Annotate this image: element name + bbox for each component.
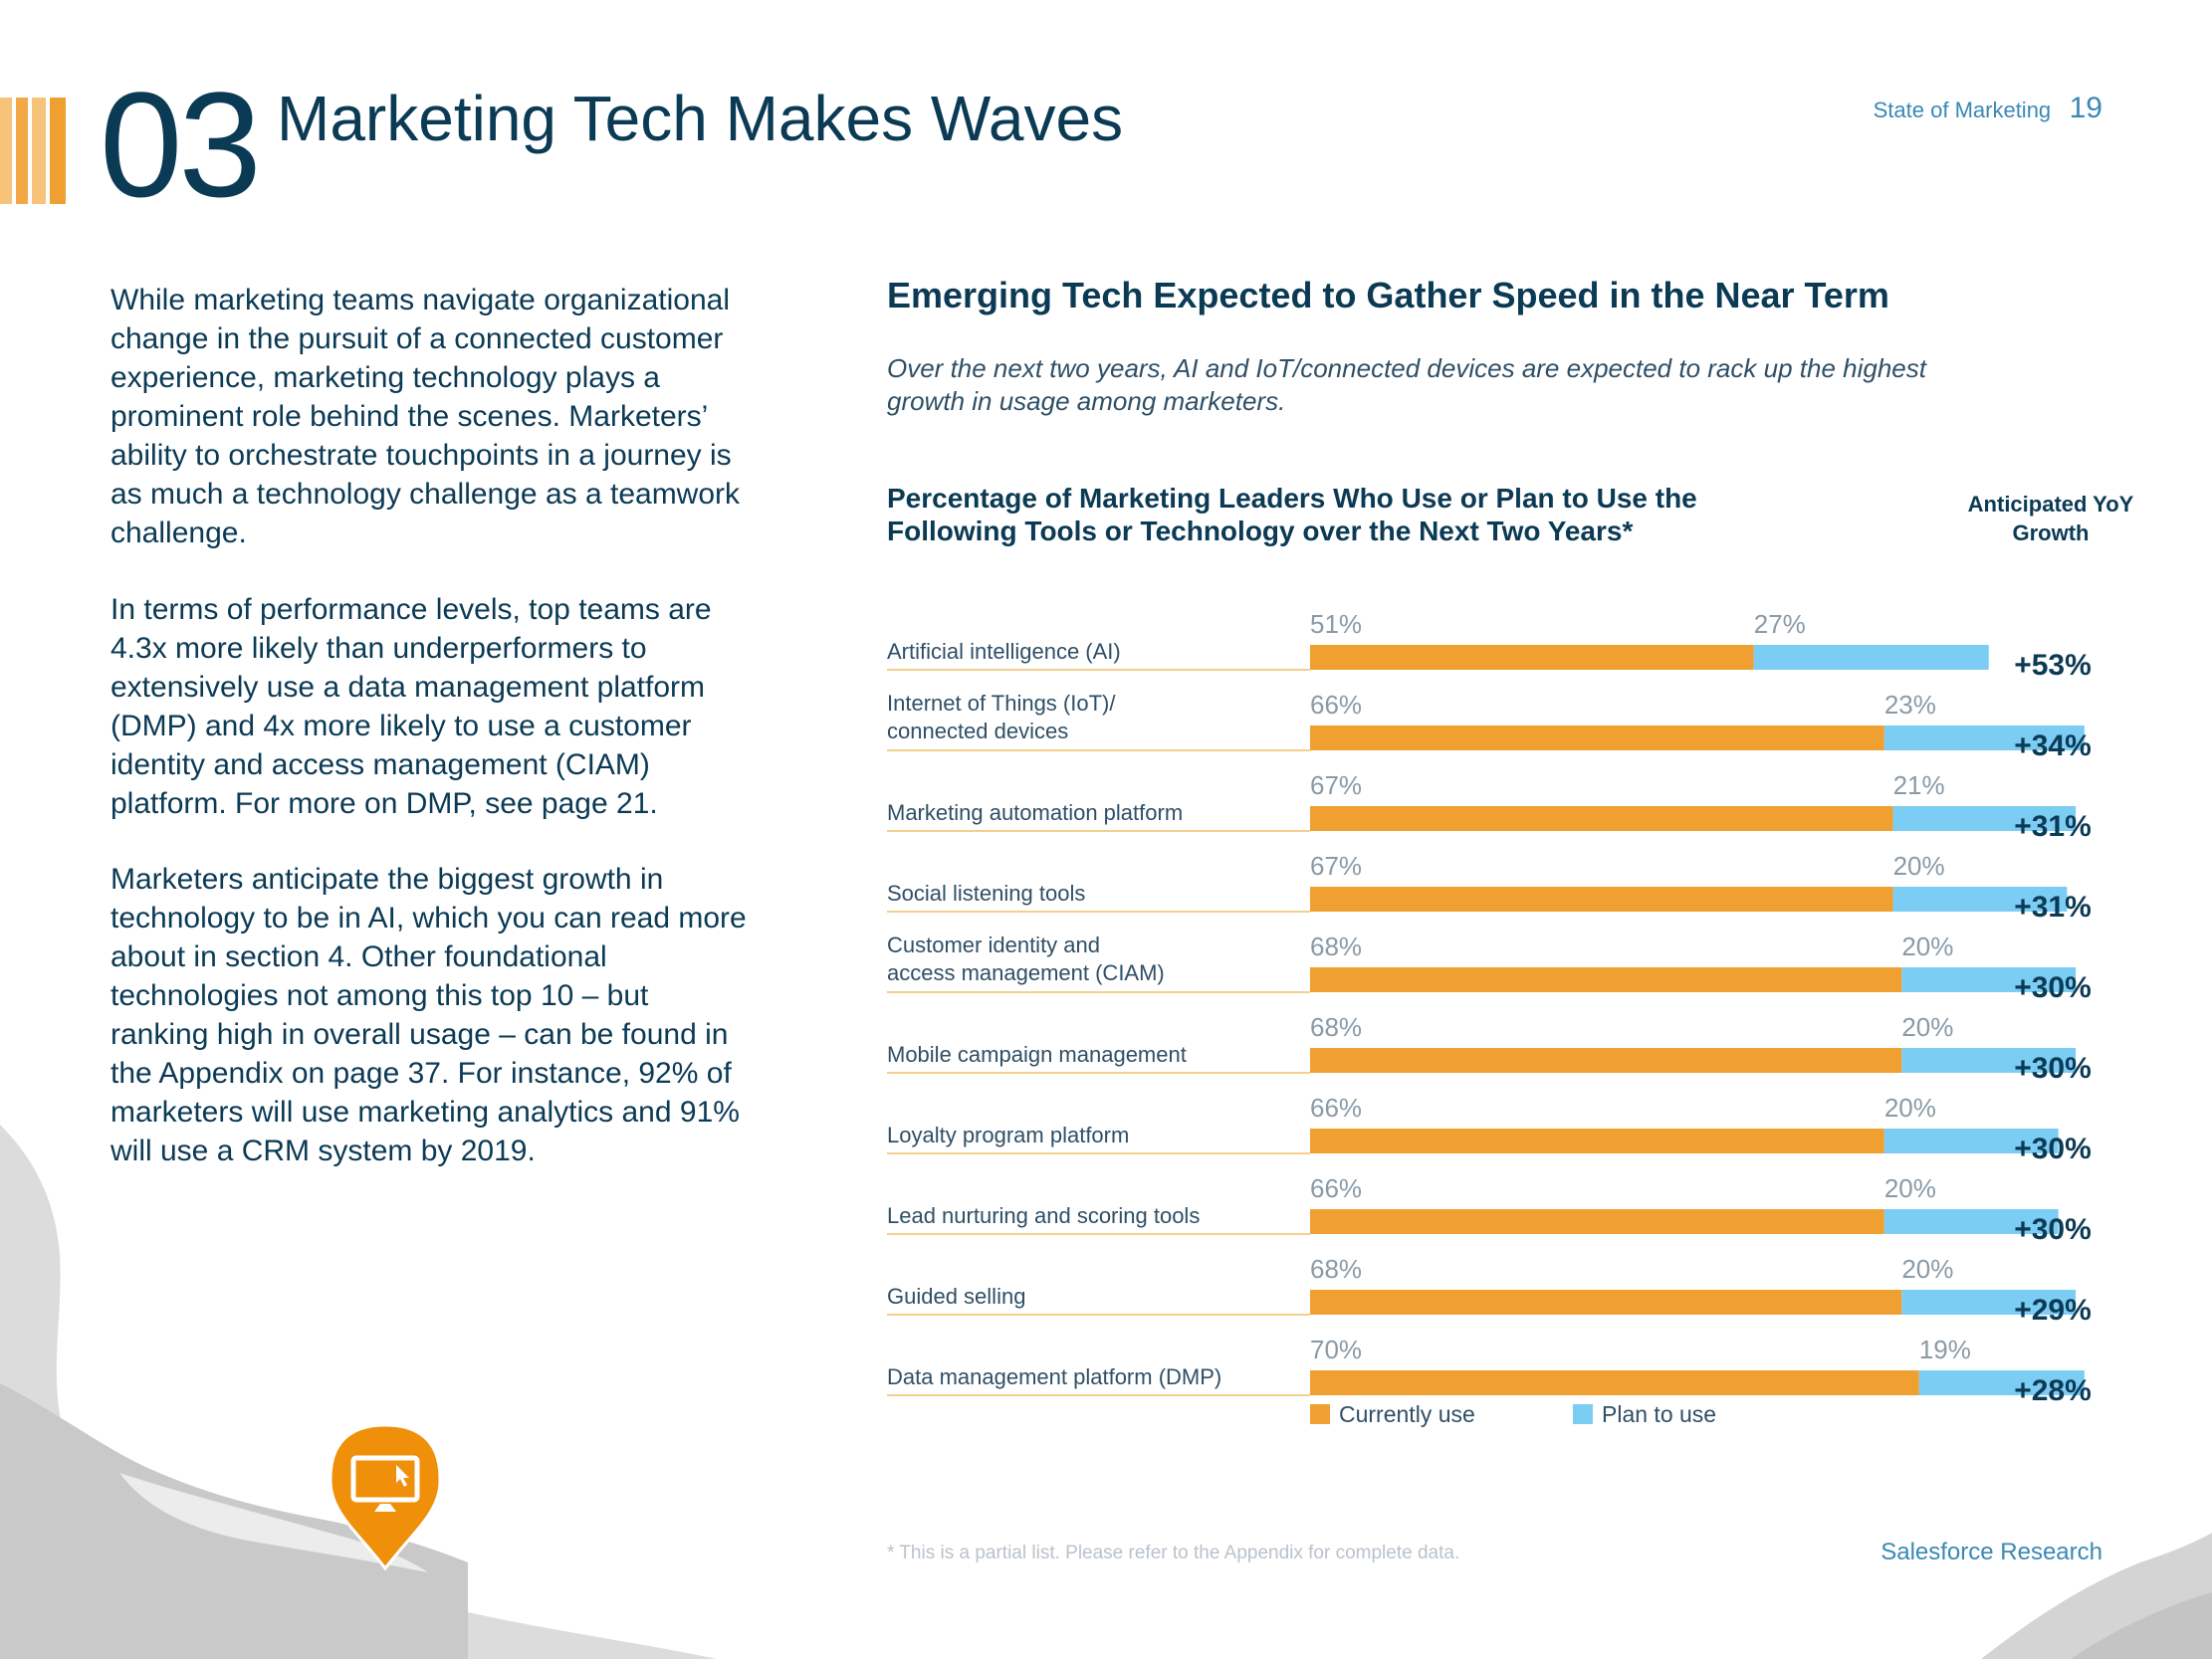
data-label-currently-use: 66% [1310, 1173, 1362, 1203]
category-label: Loyalty program platform [887, 1123, 1129, 1147]
yoy-growth-value: +31% [2014, 891, 2092, 924]
data-label-currently-use: 67% [1310, 770, 1362, 800]
category-label: Data management platform (DMP) [887, 1364, 1221, 1389]
yoy-growth-header: Anticipated YoY Growth [1967, 492, 2134, 545]
page-header-meta: State of Marketing 19 [1874, 92, 2102, 125]
legend-swatch-plan-to-use [1573, 1404, 1593, 1424]
data-label-plan-to-use: 20% [1884, 1173, 1936, 1203]
bar-currently-use [1310, 887, 1893, 912]
body-paragraph-1: While marketing teams navigate organizat… [111, 284, 741, 549]
bar-currently-use [1310, 645, 1754, 670]
data-label-plan-to-use: 20% [1901, 932, 1953, 961]
footer-source: Salesforce Research [1880, 1539, 2102, 1565]
bar-plan-to-use [1883, 1209, 2059, 1234]
chart-section-subtitle: Over the next two years, AI and IoT/conn… [887, 353, 1926, 416]
data-label-currently-use: 66% [1310, 690, 1362, 720]
mountain-illustration [0, 1125, 2212, 1659]
body-paragraph-2: In terms of performance levels, top team… [111, 593, 712, 820]
page-number: 19 [2069, 92, 2102, 124]
bar-currently-use [1310, 1290, 1902, 1315]
yoy-growth-value: +30% [2014, 971, 2092, 1004]
yoy-growth-value: +30% [2014, 1213, 2092, 1246]
data-label-plan-to-use: 21% [1893, 770, 1945, 800]
data-label-plan-to-use: 20% [1901, 1254, 1953, 1284]
bar-plan-to-use [1892, 806, 2077, 831]
category-label: Customer identity and access management (… [887, 933, 1165, 985]
data-label-plan-to-use: 20% [1901, 1012, 1953, 1042]
category-label: Mobile campaign management [887, 1042, 1187, 1067]
category-label: Artificial intelligence (AI) [887, 639, 1121, 664]
report-label: State of Marketing [1873, 98, 2052, 122]
bar-plan-to-use [1901, 967, 2077, 992]
category-label: Guided selling [887, 1284, 1025, 1309]
legend-swatch-currently-use [1310, 1404, 1330, 1424]
bar-plan-to-use [1901, 1048, 2077, 1073]
bar-currently-use [1310, 1370, 1919, 1395]
chart-title: Percentage of Marketing Leaders Who Use … [887, 483, 1697, 546]
header-stripes [0, 98, 66, 204]
category-label: Social listening tools [887, 881, 1085, 906]
bar-plan-to-use [1883, 726, 2085, 750]
yoy-growth-value: +31% [2014, 810, 2092, 843]
bar-plan-to-use [1901, 1290, 2077, 1315]
bar-currently-use [1310, 726, 1884, 750]
page-title: Marketing Tech Makes Waves [277, 83, 1124, 154]
category-label: Marketing automation platform [887, 800, 1183, 825]
bar-currently-use [1310, 1048, 1902, 1073]
data-label-currently-use: 70% [1310, 1335, 1362, 1364]
data-label-currently-use: 67% [1310, 851, 1362, 881]
section-number: 03 [100, 61, 262, 228]
yoy-growth-value: +30% [2014, 1133, 2092, 1165]
data-label-plan-to-use: 20% [1884, 1093, 1936, 1123]
data-label-currently-use: 66% [1310, 1093, 1362, 1123]
bar-currently-use [1310, 1209, 1884, 1234]
category-label: Lead nurturing and scoring tools [887, 1203, 1200, 1228]
bar-plan-to-use [1753, 645, 1989, 670]
chart-section-title: Emerging Tech Expected to Gather Speed i… [887, 275, 1889, 315]
yoy-growth-value: +29% [2014, 1294, 2092, 1327]
bar-plan-to-use [1918, 1370, 2085, 1395]
bar-currently-use [1310, 967, 1902, 992]
yoy-growth-value: +34% [2014, 729, 2092, 762]
data-label-plan-to-use: 27% [1754, 609, 1806, 639]
legend-label-plan-to-use: Plan to use [1602, 1401, 1716, 1427]
yoy-growth-value: +28% [2014, 1374, 2092, 1407]
data-label-currently-use: 51% [1310, 609, 1362, 639]
category-label: Internet of Things (IoT)/connected devic… [887, 691, 1116, 743]
legend-label-currently-use: Currently use [1339, 1401, 1475, 1427]
footnote: * This is a partial list. Please refer t… [887, 1543, 1460, 1563]
data-label-currently-use: 68% [1310, 1012, 1362, 1042]
yoy-growth-value: +30% [2014, 1052, 2092, 1085]
yoy-growth-value: +53% [2014, 649, 2092, 682]
data-label-plan-to-use: 19% [1919, 1335, 1971, 1364]
data-label-currently-use: 68% [1310, 1254, 1362, 1284]
body-paragraph-3: Marketers anticipate the biggest growth … [111, 863, 747, 1167]
data-label-plan-to-use: 20% [1893, 851, 1945, 881]
bar-plan-to-use [1892, 887, 2068, 912]
bar-currently-use [1310, 1129, 1884, 1153]
bar-plan-to-use [1883, 1129, 2059, 1153]
data-label-plan-to-use: 23% [1884, 690, 1936, 720]
data-label-currently-use: 68% [1310, 932, 1362, 961]
bar-currently-use [1310, 806, 1893, 831]
computer-pin-icon [329, 1423, 442, 1571]
